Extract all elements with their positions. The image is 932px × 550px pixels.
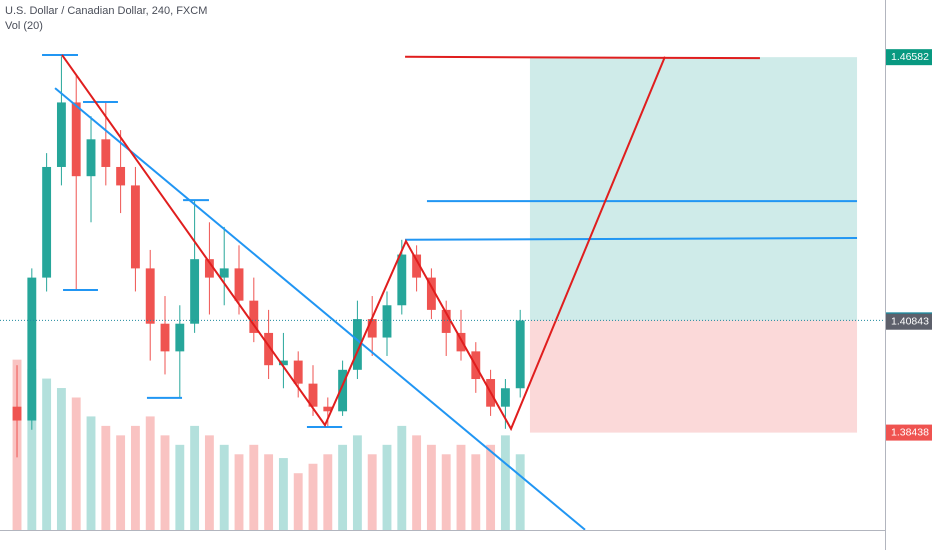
volume-bar	[234, 454, 244, 530]
candle-body	[204, 259, 214, 278]
volume-bar	[412, 435, 422, 530]
candle-body	[190, 259, 200, 324]
volume-bar	[42, 378, 52, 530]
price-tag-label: 1.40843	[891, 316, 929, 328]
volume-bar	[56, 388, 66, 530]
volume-bar	[456, 444, 466, 530]
price-tag-label: 1.38438	[891, 426, 929, 438]
candle-body	[130, 185, 140, 269]
candle-body	[308, 383, 318, 407]
volume-bar	[204, 435, 214, 530]
volume-bar	[116, 435, 126, 530]
volume-bar	[500, 435, 510, 530]
candle-body	[71, 102, 81, 177]
candle-body	[12, 406, 22, 421]
volume-bar	[382, 444, 392, 530]
candle-body	[338, 369, 348, 412]
volume-bar	[426, 444, 436, 530]
candle-body	[397, 254, 407, 306]
candle-body	[160, 323, 170, 352]
volume-bar	[293, 473, 303, 530]
candle-body	[352, 319, 362, 370]
volume-bar	[352, 435, 362, 530]
candle-body	[249, 300, 259, 333]
volume-bar	[515, 454, 525, 530]
volume-bar	[486, 444, 496, 530]
candle-body	[426, 277, 436, 310]
volume-bar	[308, 463, 318, 530]
volume-bar	[190, 425, 200, 530]
volume-bar	[27, 369, 37, 530]
candle-body	[500, 388, 510, 407]
candle-body	[293, 360, 303, 384]
candle-body	[234, 268, 244, 301]
volume-bar	[441, 454, 451, 530]
volume-bar	[323, 454, 333, 530]
candle-body	[515, 320, 525, 389]
volume-bar	[219, 444, 229, 530]
volume-bar	[338, 444, 348, 530]
volume-bar	[160, 435, 170, 530]
volume-bar	[130, 425, 140, 530]
stop-loss-zone	[529, 320, 858, 433]
candle-body	[56, 102, 66, 167]
candle-body	[42, 166, 52, 278]
volume-bar	[249, 444, 259, 530]
candle-body	[278, 360, 288, 366]
candle-body	[367, 319, 377, 338]
volume-bar	[367, 454, 377, 530]
candle-body	[456, 332, 466, 352]
drawing-line	[405, 55, 760, 60]
drawing-line	[54, 87, 586, 531]
candle-body	[116, 166, 126, 186]
candle-body	[264, 332, 274, 366]
volume-label: Vol (20)	[5, 20, 43, 32]
volume-bar	[397, 425, 407, 530]
candle-body	[412, 254, 422, 278]
candle-body	[145, 268, 155, 324]
price-tag-label: 1.46582	[891, 51, 929, 63]
candle-body	[101, 139, 111, 167]
drawing-line	[61, 54, 666, 432]
candle-body	[382, 305, 392, 338]
candle-body	[323, 406, 333, 412]
take-profit-zone	[529, 57, 858, 321]
volume-bar	[471, 454, 481, 530]
candle-body	[441, 309, 451, 333]
price-tag	[886, 49, 932, 66]
candle-body	[175, 323, 185, 352]
chart-title: U.S. Dollar / Canadian Dollar, 240, FXCM	[5, 5, 207, 17]
price-tag	[886, 424, 932, 441]
volume-bar	[175, 444, 185, 530]
volume-bar	[86, 416, 96, 530]
candle-body	[86, 139, 96, 177]
volume-bar	[101, 425, 111, 530]
volume-bar	[71, 397, 81, 530]
volume-bar	[145, 416, 155, 530]
volume-bar	[278, 458, 288, 530]
candle-body	[219, 268, 229, 278]
price-tag	[886, 313, 932, 330]
drawing-line	[405, 236, 858, 241]
volume-bar	[264, 454, 274, 530]
candle-body	[27, 277, 37, 421]
